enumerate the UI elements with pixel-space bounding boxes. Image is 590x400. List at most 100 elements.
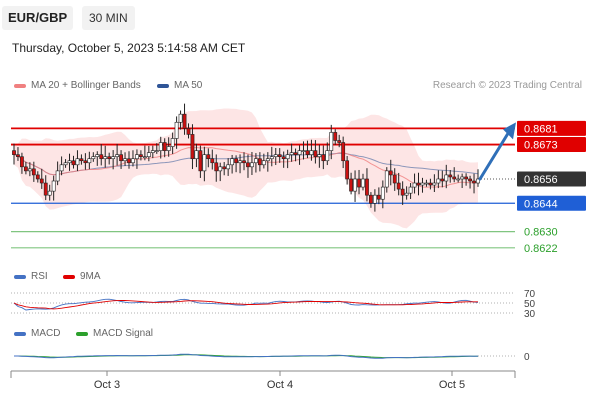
- candle-body: [452, 176, 457, 180]
- candle-body: [142, 156, 147, 158]
- forecast-arrow: [478, 131, 510, 181]
- timeframe-label[interactable]: 30 MIN: [82, 6, 135, 30]
- candle: [408, 183, 413, 199]
- candle-body: [87, 158, 92, 164]
- candle: [194, 143, 199, 168]
- candle-body: [476, 178, 480, 184]
- candle: [119, 150, 123, 169]
- candle: [127, 151, 131, 169]
- candle: [59, 156, 64, 176]
- candle: [404, 186, 409, 200]
- level-tag-0.8673: [517, 137, 586, 153]
- candle-body: [333, 132, 338, 141]
- legend-macd: MACD: [14, 328, 60, 339]
- candle-body: [250, 162, 254, 168]
- candle: [257, 152, 262, 172]
- candle: [281, 151, 286, 168]
- candle-body: [456, 178, 461, 181]
- candle: [63, 159, 68, 168]
- candle: [424, 179, 429, 187]
- candle-body: [182, 113, 187, 129]
- candle-body: [55, 170, 60, 182]
- candle-body: [194, 150, 199, 160]
- candle-body: [313, 150, 318, 157]
- candle-body: [269, 156, 274, 160]
- candle: [20, 152, 24, 174]
- candle: [91, 152, 96, 162]
- candle: [349, 172, 353, 195]
- research-credit: Research © 2023 Trading Central: [432, 80, 582, 91]
- candle-body: [341, 142, 346, 162]
- rsi-level-label-30: 30: [524, 309, 536, 320]
- candle: [468, 175, 472, 189]
- candle-body: [472, 180, 476, 184]
- candle: [230, 154, 235, 174]
- candle: [107, 152, 112, 165]
- candle: [384, 167, 389, 193]
- candle: [297, 145, 302, 165]
- candle: [123, 152, 127, 166]
- candle: [254, 153, 258, 173]
- symbol-label[interactable]: EUR/GBP: [2, 6, 74, 30]
- candle-body: [174, 121, 179, 139]
- candle-body: [440, 178, 445, 182]
- candle: [452, 167, 457, 183]
- candle-body: [146, 152, 151, 157]
- candle: [265, 152, 270, 172]
- candle-body: [206, 154, 211, 160]
- candle: [27, 162, 32, 177]
- candle: [273, 147, 278, 166]
- candle-body: [357, 178, 361, 188]
- candle: [55, 161, 60, 186]
- candle: [198, 145, 203, 178]
- legend-rsi-label: RSI: [31, 271, 48, 282]
- candle-body: [218, 166, 223, 172]
- candle-body: [464, 176, 469, 180]
- candle-body: [432, 182, 437, 186]
- candle: [214, 154, 219, 182]
- legend-macd-signal: MACD Signal: [76, 328, 153, 339]
- candle-body: [23, 166, 28, 172]
- x-axis: Oct 3 Oct 4 Oct 5: [10, 370, 516, 391]
- candle: [75, 150, 80, 172]
- candle-body: [428, 182, 433, 186]
- candle-body: [329, 132, 334, 151]
- candle-body: [254, 158, 258, 164]
- level-label-0.8673: 0.8673: [524, 140, 558, 152]
- candle-body: [468, 178, 472, 182]
- candle-body: [91, 156, 96, 160]
- candle-body: [43, 182, 48, 196]
- x-tick-label: Oct 4: [267, 379, 293, 391]
- candle-body: [139, 154, 143, 158]
- candle-body: [31, 168, 36, 176]
- candle: [178, 110, 183, 130]
- candle: [325, 142, 330, 166]
- candle: [357, 169, 361, 195]
- candle-body: [369, 194, 373, 204]
- candle-body: [238, 160, 242, 164]
- candle: [309, 139, 314, 161]
- candle-body: [178, 113, 183, 123]
- candle: [83, 153, 88, 170]
- candle: [317, 144, 322, 168]
- candle-body: [408, 186, 413, 194]
- candle-body: [12, 150, 16, 155]
- candle-body: [424, 182, 429, 185]
- candle-body: [444, 174, 449, 182]
- candle: [456, 174, 461, 183]
- candle-body: [365, 178, 369, 196]
- candle: [337, 134, 342, 148]
- candle: [131, 150, 135, 167]
- candle-body: [349, 178, 353, 192]
- candle: [353, 170, 357, 202]
- candle-body: [103, 156, 108, 160]
- candle-body: [75, 158, 80, 166]
- x-tick-label: Oct 5: [439, 379, 465, 391]
- candle: [321, 145, 326, 170]
- candle-body: [166, 146, 171, 151]
- candle: [71, 155, 76, 169]
- candle-body: [460, 176, 465, 180]
- candle-body: [372, 194, 377, 204]
- legend-ma50-label: MA 50: [174, 80, 203, 91]
